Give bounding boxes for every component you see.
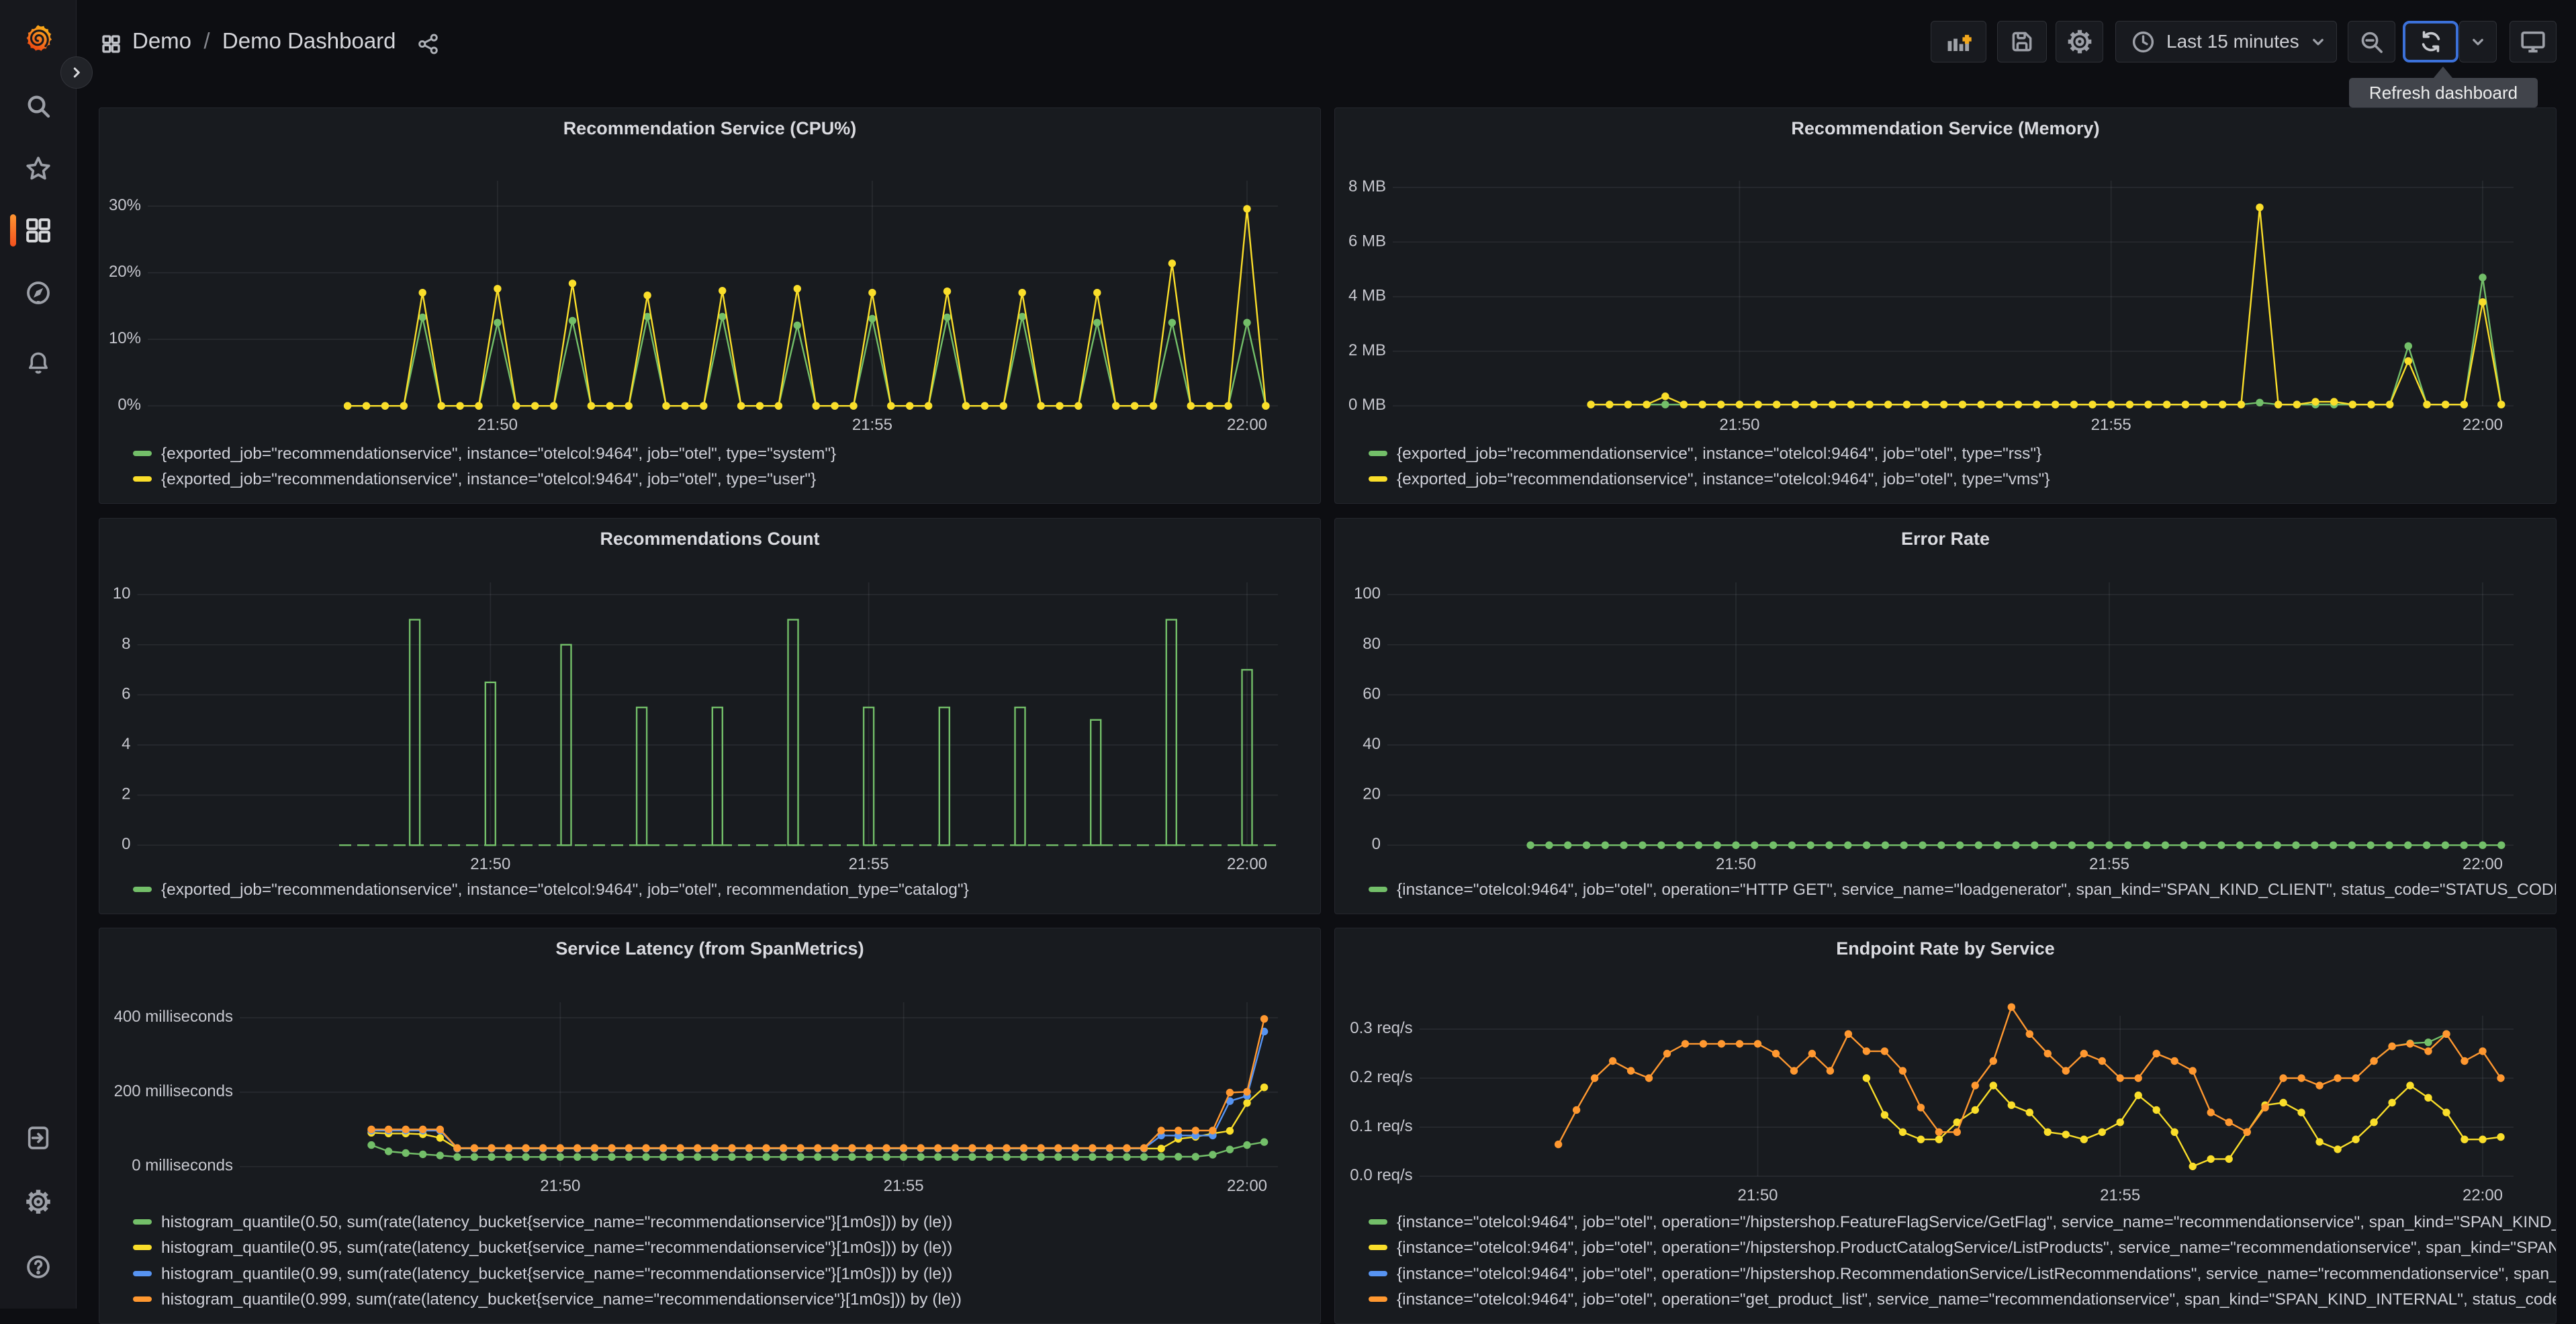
svg-text:80: 80 <box>1363 634 1381 652</box>
svg-text:21:55: 21:55 <box>849 855 889 873</box>
svg-text:22:00: 22:00 <box>1227 416 1267 434</box>
svg-text:10: 10 <box>113 584 131 603</box>
svg-text:0.3 req/s: 0.3 req/s <box>1350 1019 1412 1037</box>
svg-text:0: 0 <box>122 835 130 853</box>
svg-text:21:55: 21:55 <box>2091 416 2131 434</box>
svg-text:8: 8 <box>122 634 130 652</box>
svg-text:0: 0 <box>1372 835 1381 853</box>
svg-text:10%: 10% <box>109 329 141 347</box>
svg-text:0 milliseconds: 0 milliseconds <box>132 1157 233 1175</box>
svg-text:2 MB: 2 MB <box>1348 341 1386 359</box>
svg-text:4 MB: 4 MB <box>1348 287 1386 305</box>
svg-text:22:00: 22:00 <box>2463 1186 2503 1204</box>
svg-text:22:00: 22:00 <box>2463 416 2503 434</box>
svg-text:21:50: 21:50 <box>1716 855 1756 873</box>
svg-text:30%: 30% <box>109 196 141 214</box>
svg-text:21:50: 21:50 <box>540 1177 580 1195</box>
svg-text:21:55: 21:55 <box>2089 855 2129 873</box>
svg-text:2: 2 <box>122 785 130 803</box>
svg-text:21:55: 21:55 <box>2100 1186 2140 1204</box>
svg-text:400 milliseconds: 400 milliseconds <box>114 1008 233 1026</box>
svg-text:21:50: 21:50 <box>477 416 518 434</box>
svg-text:22:00: 22:00 <box>1227 1177 1267 1195</box>
svg-text:0.2 req/s: 0.2 req/s <box>1350 1068 1412 1086</box>
svg-text:60: 60 <box>1363 685 1381 703</box>
svg-text:22:00: 22:00 <box>1227 855 1267 873</box>
svg-text:0%: 0% <box>118 396 141 414</box>
svg-text:21:50: 21:50 <box>1719 416 1759 434</box>
svg-text:20: 20 <box>1363 785 1381 803</box>
svg-text:20%: 20% <box>109 263 141 281</box>
svg-text:21:55: 21:55 <box>884 1177 924 1195</box>
svg-text:40: 40 <box>1363 735 1381 753</box>
svg-text:6: 6 <box>122 685 130 703</box>
svg-text:0.0 req/s: 0.0 req/s <box>1350 1166 1412 1184</box>
svg-text:200 milliseconds: 200 milliseconds <box>114 1082 233 1100</box>
svg-text:6 MB: 6 MB <box>1348 232 1386 250</box>
svg-text:4: 4 <box>122 735 130 753</box>
svg-text:21:50: 21:50 <box>470 855 510 873</box>
svg-text:21:50: 21:50 <box>1737 1186 1778 1204</box>
svg-text:21:55: 21:55 <box>852 416 892 434</box>
svg-text:100: 100 <box>1354 584 1381 603</box>
svg-text:0 MB: 0 MB <box>1348 396 1386 414</box>
svg-text:8 MB: 8 MB <box>1348 177 1386 195</box>
svg-text:0.1 req/s: 0.1 req/s <box>1350 1117 1412 1135</box>
svg-text:22:00: 22:00 <box>2463 855 2503 873</box>
